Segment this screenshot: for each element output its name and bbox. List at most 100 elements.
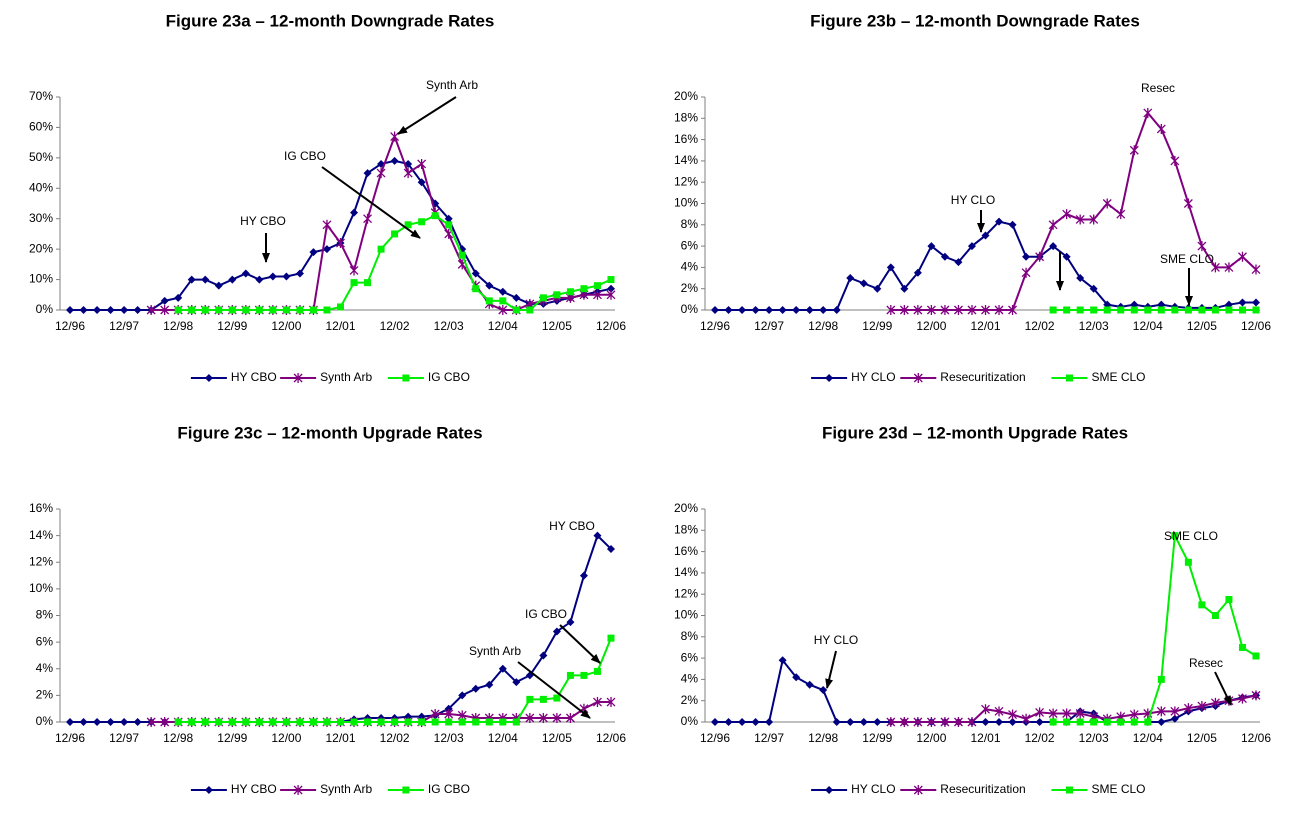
- marker: [846, 274, 855, 283]
- marker: [792, 673, 801, 682]
- marker: [376, 168, 386, 179]
- marker: [1076, 718, 1084, 726]
- legend-marker: [825, 786, 834, 794]
- y-tick-label: 0%: [36, 714, 54, 728]
- marker: [201, 718, 209, 726]
- marker: [846, 718, 855, 726]
- marker: [832, 718, 841, 726]
- marker: [539, 294, 547, 302]
- annotation: HY CLO: [814, 633, 858, 647]
- marker: [724, 306, 733, 314]
- marker: [899, 305, 909, 315]
- marker: [967, 305, 977, 315]
- marker: [1090, 306, 1098, 314]
- marker: [593, 531, 602, 540]
- marker: [269, 306, 277, 314]
- marker: [994, 305, 1004, 315]
- chart-title: Figure 23a – 12-month Downgrade Rates: [166, 11, 495, 30]
- marker: [1211, 612, 1219, 619]
- marker: [579, 571, 588, 580]
- marker: [778, 656, 787, 665]
- marker: [1224, 262, 1234, 273]
- marker: [940, 717, 950, 727]
- marker: [188, 306, 196, 314]
- marker: [512, 678, 521, 687]
- marker: [1238, 693, 1247, 704]
- marker: [981, 231, 990, 240]
- y-tick-label: 20%: [29, 241, 53, 255]
- marker: [593, 282, 601, 290]
- x-tick-label: 12/05: [542, 731, 572, 745]
- y-tick-label: 6%: [36, 634, 54, 648]
- marker: [593, 289, 602, 300]
- marker: [565, 713, 575, 724]
- marker: [268, 272, 277, 281]
- marker: [967, 717, 977, 727]
- y-tick-label: 18%: [674, 110, 698, 124]
- x-tick-label: 12/98: [163, 731, 193, 745]
- marker: [499, 297, 507, 305]
- marker: [1063, 306, 1071, 314]
- x-tick-label: 12/97: [109, 731, 139, 745]
- legend-marker: [204, 786, 213, 794]
- marker: [364, 279, 372, 287]
- y-tick-label: 0%: [681, 714, 699, 728]
- marker: [899, 717, 909, 727]
- marker: [1156, 123, 1166, 134]
- marker: [309, 306, 317, 314]
- marker: [404, 221, 412, 229]
- x-tick-label: 12/04: [1133, 319, 1163, 333]
- marker: [255, 718, 263, 726]
- marker: [214, 281, 223, 290]
- annotation: IG CBO: [284, 149, 326, 163]
- marker: [566, 618, 575, 627]
- x-tick-label: 12/96: [55, 731, 85, 745]
- marker: [539, 651, 548, 660]
- marker: [913, 717, 923, 727]
- legend-marker: [913, 785, 923, 795]
- y-tick-label: 2%: [681, 281, 699, 295]
- marker: [981, 305, 990, 315]
- marker: [792, 306, 801, 314]
- legend-marker: [402, 374, 410, 382]
- marker: [859, 279, 868, 288]
- x-tick-label: 12/96: [55, 319, 85, 333]
- x-tick-label: 12/00: [916, 731, 946, 745]
- x-tick-label: 12/04: [488, 319, 518, 333]
- marker: [241, 269, 250, 278]
- marker: [485, 297, 493, 305]
- marker: [1171, 306, 1179, 314]
- y-tick-label: 0%: [681, 302, 699, 316]
- marker: [445, 718, 453, 726]
- marker: [1021, 267, 1031, 278]
- marker: [805, 680, 814, 689]
- marker: [926, 717, 936, 727]
- annotation: HY CBO: [549, 519, 595, 533]
- marker: [1211, 306, 1219, 314]
- marker: [751, 718, 760, 726]
- marker: [940, 252, 949, 261]
- annotation: SME CLO: [1164, 529, 1218, 543]
- marker: [580, 671, 588, 679]
- marker: [1116, 209, 1126, 220]
- marker: [1171, 532, 1179, 540]
- marker: [1198, 601, 1206, 609]
- marker: [146, 717, 156, 727]
- marker: [1089, 284, 1098, 293]
- marker: [1062, 708, 1072, 719]
- marker: [363, 213, 373, 224]
- marker: [377, 245, 385, 253]
- marker: [1117, 306, 1125, 314]
- marker: [201, 306, 209, 314]
- marker: [417, 158, 427, 169]
- annotation-arrow: [321, 166, 421, 239]
- x-tick-label: 12/99: [217, 731, 247, 745]
- marker: [819, 306, 828, 314]
- marker: [350, 208, 359, 217]
- annotation: SME CLO: [1160, 252, 1214, 266]
- legend-marker: [1066, 786, 1073, 794]
- x-tick-label: 12/96: [700, 319, 730, 333]
- marker: [296, 306, 304, 314]
- marker: [593, 667, 601, 675]
